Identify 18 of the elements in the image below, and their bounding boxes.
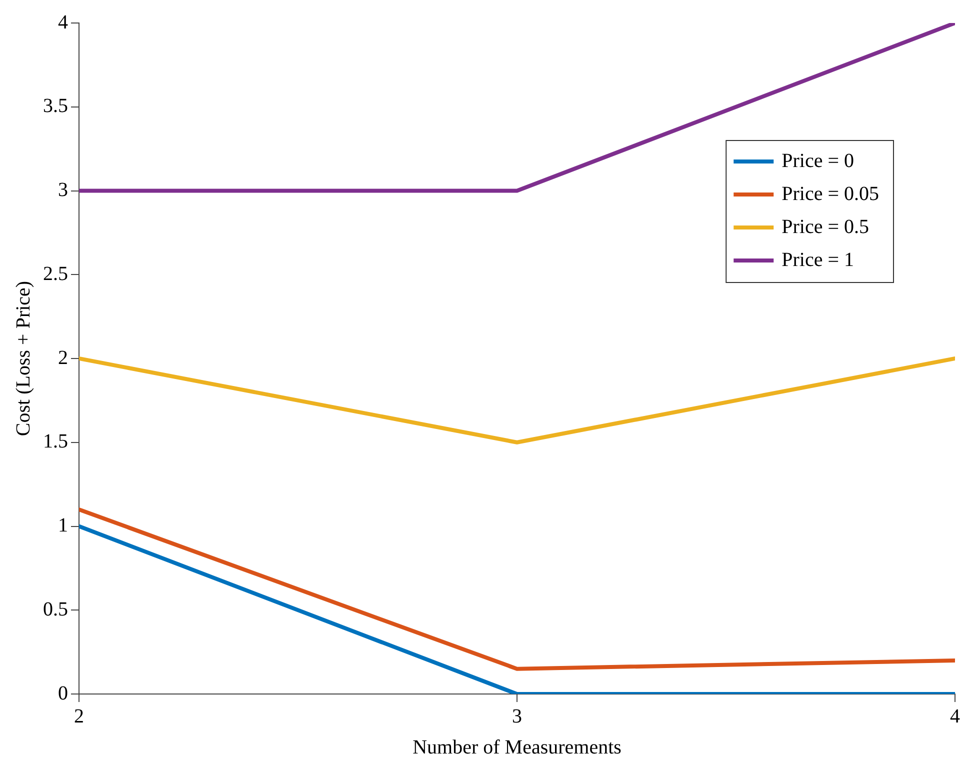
y-tick-label: 1.5 — [43, 430, 68, 453]
y-tick-label: 0 — [58, 682, 68, 704]
legend-label: Price = 0 — [782, 150, 854, 172]
x-tick-label: 2 — [74, 705, 84, 728]
legend-label: Price = 1 — [782, 248, 854, 271]
y-axis-title: Cost (Loss + Price) — [12, 280, 34, 436]
y-tick-label: 4 — [58, 11, 68, 34]
y-tick-label: 2 — [58, 346, 68, 369]
y-tick-label: 2.5 — [43, 262, 68, 285]
legend-label: Price = 0.5 — [782, 216, 869, 238]
y-tick-label: 3 — [58, 179, 68, 201]
y-tick-label: 0.5 — [43, 598, 68, 620]
legend-label: Price = 0.05 — [782, 182, 879, 205]
x-tick-label: 3 — [512, 705, 522, 728]
x-tick-label: 4 — [950, 705, 960, 728]
y-tick-label: 3.5 — [43, 95, 68, 118]
x-axis-title: Number of Measurements — [412, 736, 622, 758]
y-tick-label: 1 — [58, 514, 68, 536]
